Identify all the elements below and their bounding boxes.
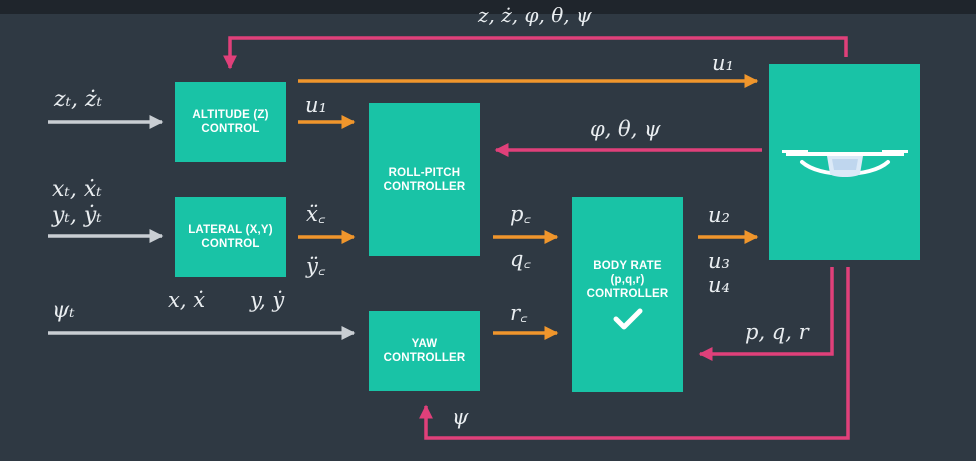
lateral-block-subtitle: CONTROL — [201, 238, 260, 250]
u2-label: u₂ — [708, 203, 730, 227]
top-feedback-arrow — [223, 36, 848, 70]
psi-feedback-label: ψ — [452, 405, 469, 429]
yaw-input-label: ψₜ — [52, 298, 75, 323]
u1-direct-label: u₁ — [712, 51, 734, 75]
q-c-label: q꜀ — [510, 247, 531, 271]
u3-label: u₃ — [708, 249, 730, 273]
quadrotor-icon — [781, 150, 908, 177]
lateral-control-block: LATERAL (X,Y) CONTROL — [175, 197, 286, 277]
pqr-feedback-label: p, q, r — [745, 320, 809, 344]
y-ydot-label: y, ẏ — [250, 288, 285, 312]
roll-pitch-controller-block: ROLL-PITCH CONTROLLER — [369, 103, 480, 256]
body-rate-controller-block: BODY RATE (p,q,r) CONTROLLER — [572, 197, 683, 392]
body-rate-block-axes: (p,q,r) — [610, 273, 645, 286]
xddot-c-label: ẍ꜀ — [306, 202, 326, 226]
u1-to-rollpitch-label: u₁ — [305, 93, 327, 117]
pqr-feedback-arrow — [698, 267, 834, 361]
roll-pitch-block-title: ROLL-PITCH — [388, 166, 461, 179]
body-rate-block-title: BODY RATE — [593, 259, 662, 272]
yddot-c-label: ÿ꜀ — [306, 254, 326, 278]
lateral-input-y-label: yₜ, ẏₜ — [52, 203, 102, 228]
lateral-block-title: LATERAL (X,Y) — [188, 224, 273, 236]
altitude-block-subtitle: CONTROL — [201, 123, 260, 135]
u4-label: u₄ — [708, 273, 730, 297]
altitude-block-title: ALTITUDE (Z) — [192, 109, 269, 121]
x-xdot-label: x, ẋ — [168, 288, 206, 312]
altitude-control-block: ALTITUDE (Z) CONTROL — [175, 82, 286, 162]
attitude-feedback-label: φ, θ, ψ — [590, 117, 661, 141]
r-c-label: r꜀ — [510, 301, 528, 325]
psi-feedback-arrow — [419, 267, 850, 440]
vehicle-block — [769, 64, 920, 260]
yaw-block-subtitle: CONTROLLER — [383, 352, 466, 364]
window-top-bar — [0, 0, 976, 14]
top-feedback-label: z, ż, φ, θ, ψ — [478, 3, 592, 27]
p-c-label: p꜀ — [510, 202, 531, 226]
altitude-input-label: zₜ, żₜ — [54, 87, 103, 112]
check-icon — [613, 308, 642, 329]
lateral-input-x-label: xₜ, ẋₜ — [52, 177, 102, 202]
roll-pitch-block-subtitle: CONTROLLER — [383, 180, 466, 193]
body-rate-block-subtitle: CONTROLLER — [586, 287, 669, 300]
yaw-block-title: YAW — [411, 338, 438, 350]
yaw-controller-block: YAW CONTROLLER — [369, 311, 480, 391]
